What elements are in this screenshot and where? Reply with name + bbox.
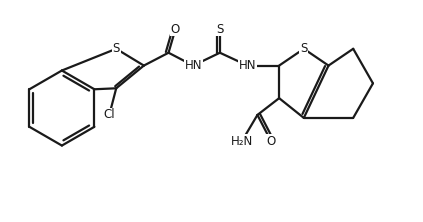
Text: H₂N: H₂N bbox=[231, 135, 253, 148]
Text: O: O bbox=[266, 135, 276, 148]
Text: S: S bbox=[216, 23, 224, 36]
Text: O: O bbox=[171, 23, 180, 36]
Text: HN: HN bbox=[184, 59, 202, 72]
Text: S: S bbox=[113, 42, 120, 55]
Text: Cl: Cl bbox=[104, 109, 115, 121]
Text: S: S bbox=[300, 42, 308, 55]
Text: HN: HN bbox=[239, 59, 256, 72]
